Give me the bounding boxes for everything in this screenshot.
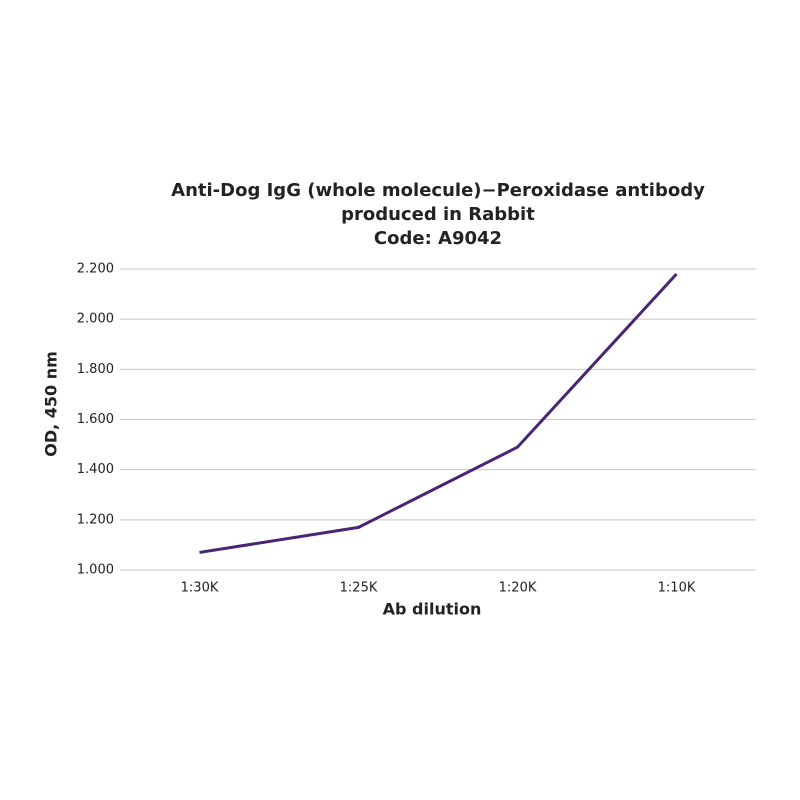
data-line bbox=[199, 273, 678, 554]
y-tick-label: 1.400 bbox=[77, 462, 114, 477]
y-tick-label: 2.000 bbox=[77, 312, 114, 327]
y-axis-title: OD, 450 nm bbox=[42, 351, 61, 457]
chart-title: Anti-Dog IgG (whole molecule)−Peroxidase… bbox=[171, 180, 705, 201]
y-tick-label: 1.600 bbox=[77, 412, 114, 427]
chart-title: produced in Rabbit bbox=[341, 204, 535, 225]
y-tick-label: 1.200 bbox=[77, 512, 114, 527]
x-tick-label: 1:30K bbox=[181, 581, 219, 596]
x-tick-label: 1:20K bbox=[499, 581, 537, 596]
x-tick-label: 1:10K bbox=[658, 581, 696, 596]
y-tick-label: 1.800 bbox=[77, 362, 114, 377]
y-tick-label: 1.000 bbox=[77, 563, 114, 578]
chart-title: Code: A9042 bbox=[374, 228, 502, 249]
x-tick-label: 1:25K bbox=[340, 581, 378, 596]
x-axis-title: Ab dilution bbox=[383, 600, 482, 619]
y-tick-label: 2.200 bbox=[77, 262, 114, 277]
